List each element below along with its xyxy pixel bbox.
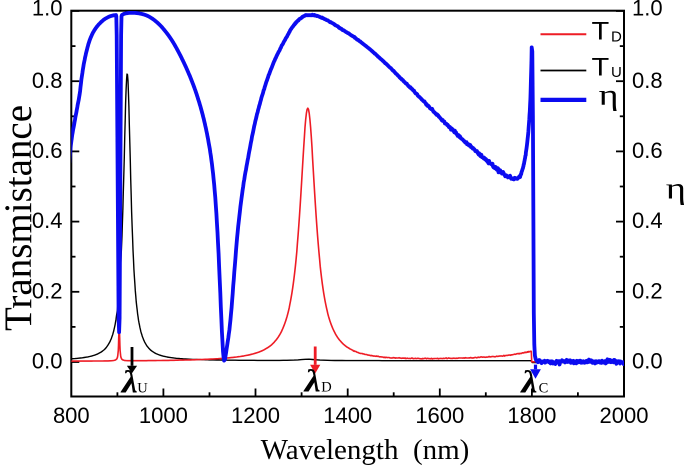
svg-text:0.4: 0.4 [32,208,63,233]
svg-text:λ: λ [120,365,138,400]
svg-text:0.8: 0.8 [632,68,663,93]
svg-text:η: η [666,171,685,205]
svg-text:D: D [321,380,331,396]
svg-text:1600: 1600 [415,403,464,428]
svg-text:T: T [592,16,610,45]
svg-text:0.4: 0.4 [632,208,663,233]
svg-text:0.6: 0.6 [32,138,63,163]
svg-text:800: 800 [53,403,90,428]
svg-text:T: T [592,52,610,81]
svg-text:2000: 2000 [600,403,649,428]
svg-text:0.6: 0.6 [632,138,663,163]
svg-text:1400: 1400 [323,403,372,428]
svg-text:U: U [611,64,622,81]
svg-text:0.2: 0.2 [32,278,63,303]
svg-text:λ: λ [302,364,320,399]
svg-text:U: U [137,381,148,397]
svg-text:0.2: 0.2 [632,278,663,303]
svg-text:Wavelength (nm): Wavelength (nm) [261,434,470,466]
svg-text:η: η [599,78,619,111]
svg-text:1800: 1800 [507,403,556,428]
svg-text:1000: 1000 [139,403,188,428]
svg-text:0.8: 0.8 [32,68,63,93]
svg-text:λ: λ [519,365,537,400]
svg-text:D: D [611,29,622,46]
svg-text:1.0: 1.0 [632,0,663,21]
svg-text:1.0: 1.0 [32,0,63,21]
svg-text:0.0: 0.0 [632,349,663,374]
svg-text:Transmistance: Transmistance [0,105,40,331]
svg-text:0.0: 0.0 [32,349,63,374]
svg-text:C: C [539,381,549,397]
svg-text:1200: 1200 [231,403,280,428]
